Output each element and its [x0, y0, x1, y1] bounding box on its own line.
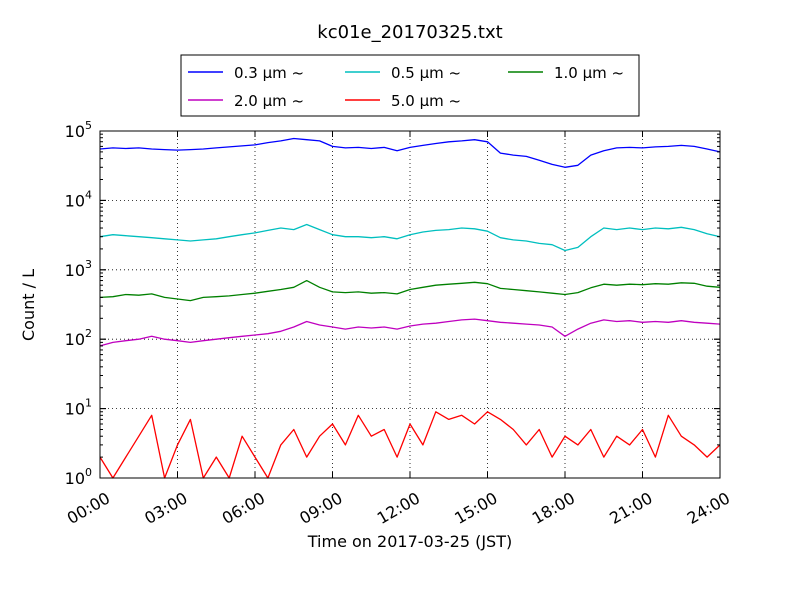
x-tick-label: 00:00 [64, 488, 113, 528]
x-tick-label: 12:00 [374, 488, 423, 528]
y-tick-label: 104 [65, 188, 92, 210]
grid-lines [100, 131, 720, 478]
series-line [99, 318, 721, 347]
legend-label: 2.0 µm ~ [234, 92, 304, 110]
legend-box [180, 54, 640, 117]
x-tick-label: 24:00 [684, 488, 733, 528]
y-tick-label: 100 [65, 466, 92, 488]
x-tick-labels: 00:00 03:00 06:00 09:00 12:00 15:00 18:00 21:00… [64, 488, 733, 528]
legend-label: 0.5 µm ~ [391, 64, 461, 82]
y-tick-label: 103 [65, 258, 92, 280]
x-tick-label: 09:00 [296, 488, 345, 528]
x-tick-label: 18:00 [529, 488, 578, 528]
y-tick-label: 102 [65, 327, 92, 349]
y-axis-label: Count / L [19, 269, 38, 341]
y-tick-label: 105 [65, 119, 92, 141]
legend-label: 0.3 µm ~ [234, 64, 304, 82]
series-line [99, 223, 721, 252]
x-axis-label: Time on 2017-03-25 (JST) [307, 532, 512, 551]
legend-label: 1.0 µm ~ [554, 64, 624, 82]
y-tick-label: 101 [65, 397, 92, 419]
y-tick-labels: 100 101 102 103 104 105 [65, 119, 92, 488]
series-line [99, 411, 721, 479]
x-tick-label: 15:00 [451, 488, 500, 528]
axis-ticks [99, 130, 721, 479]
series-line [99, 279, 721, 302]
x-tick-label: 21:00 [606, 488, 655, 528]
x-tick-label: 06:00 [219, 488, 268, 528]
series-line [99, 137, 721, 168]
x-tick-label: 03:00 [141, 488, 190, 528]
legend-label: 5.0 µm ~ [391, 92, 461, 110]
chart-title: kc01e_20170325.txt [317, 22, 502, 43]
legend: 0.3 µm ~ 0.5 µm ~ 1.0 µm ~ 2.0 µm ~ 5.0 µm ~ [180, 54, 640, 117]
